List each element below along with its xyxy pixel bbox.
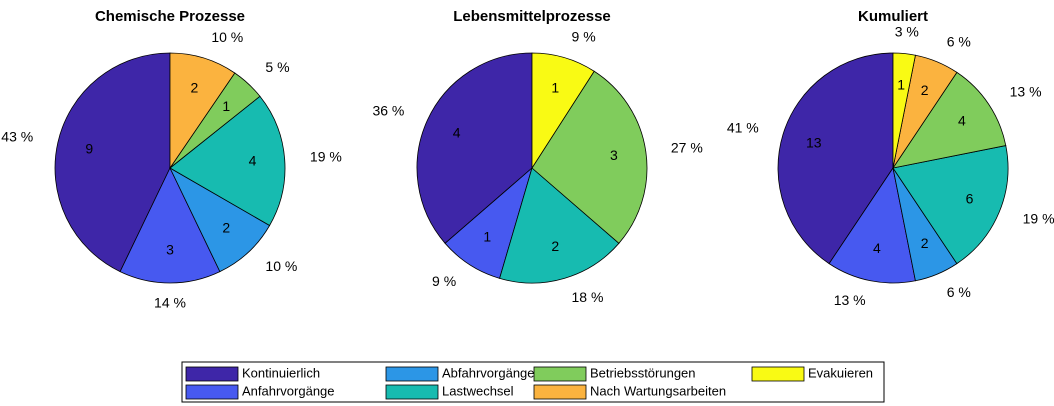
slice-count: 4 xyxy=(453,124,461,140)
slice-count: 2 xyxy=(222,219,230,235)
slice-percent: 9 % xyxy=(432,273,456,289)
pie-slice xyxy=(828,166,916,284)
slice-percent: 6 % xyxy=(947,33,971,49)
slice-count: 1 xyxy=(222,98,230,114)
legend-label: Nach Wartungsarbeiten xyxy=(590,383,726,398)
slice-percent: 19 % xyxy=(310,149,342,165)
pie-slice xyxy=(54,52,171,273)
legend-swatch xyxy=(185,366,239,382)
slice-count: 1 xyxy=(897,76,905,92)
slice-percent: 10 % xyxy=(211,29,243,45)
legend-swatch xyxy=(185,384,239,400)
slice-count: 4 xyxy=(873,240,881,256)
legend-label: Kontinuierlich xyxy=(242,365,320,380)
slice-percent: 6 % xyxy=(947,284,971,300)
pie-slice xyxy=(531,52,595,170)
chart-title: Kumuliert xyxy=(858,8,928,25)
slice-count: 4 xyxy=(249,153,257,169)
slice-percent: 13 % xyxy=(1010,83,1042,99)
slice-count: 1 xyxy=(483,228,491,244)
pie-slice xyxy=(892,145,1009,265)
slice-count: 13 xyxy=(806,135,822,151)
slice-count: 3 xyxy=(610,147,618,163)
slice-count: 2 xyxy=(551,238,559,254)
slice-percent: 41 % xyxy=(727,119,759,135)
pie-slice xyxy=(119,167,221,284)
slice-count: 4 xyxy=(958,113,966,129)
slice-percent: 3 % xyxy=(895,24,919,40)
slice-percent: 10 % xyxy=(265,258,297,274)
slice-percent: 9 % xyxy=(572,28,596,44)
legend-swatch xyxy=(751,366,805,382)
slice-count: 2 xyxy=(921,235,929,251)
slice-count: 3 xyxy=(166,242,174,258)
slice-percent: 13 % xyxy=(834,292,866,308)
legend-swatch xyxy=(533,366,587,382)
slice-count: 2 xyxy=(191,80,199,96)
pie-slice xyxy=(169,95,286,227)
legend-swatch xyxy=(385,366,439,382)
slice-percent: 5 % xyxy=(265,59,289,75)
legend-label: Anfahrvorgänge xyxy=(242,383,335,398)
legend-swatch xyxy=(533,384,587,400)
legend-label: Lastwechsel xyxy=(442,383,514,398)
pie-slice xyxy=(416,52,533,244)
chart-title: Chemische Prozesse xyxy=(95,8,245,25)
pie-slice xyxy=(499,167,620,284)
legend-label: Abfahrvorgänge xyxy=(442,365,535,380)
slice-count: 9 xyxy=(85,140,93,156)
legend-swatch xyxy=(385,384,439,400)
slice-count: 6 xyxy=(966,190,974,206)
chart-title: Lebensmittelprozesse xyxy=(453,8,611,25)
legend-label: Evakuieren xyxy=(808,365,873,380)
slice-percent: 14 % xyxy=(154,294,186,310)
slice-percent: 36 % xyxy=(372,102,404,118)
pie-slice xyxy=(892,52,916,169)
legend-label: Betriebsstörungen xyxy=(590,365,696,380)
pie-slice xyxy=(892,71,1007,169)
pie-slice xyxy=(531,70,648,244)
slice-percent: 27 % xyxy=(671,139,703,155)
slice-count: 2 xyxy=(921,82,929,98)
slice-percent: 19 % xyxy=(1023,211,1054,227)
slice-percent: 18 % xyxy=(572,289,604,305)
slice-percent: 43 % xyxy=(1,129,33,145)
pie-slice xyxy=(169,52,236,170)
slice-count: 1 xyxy=(551,79,559,95)
